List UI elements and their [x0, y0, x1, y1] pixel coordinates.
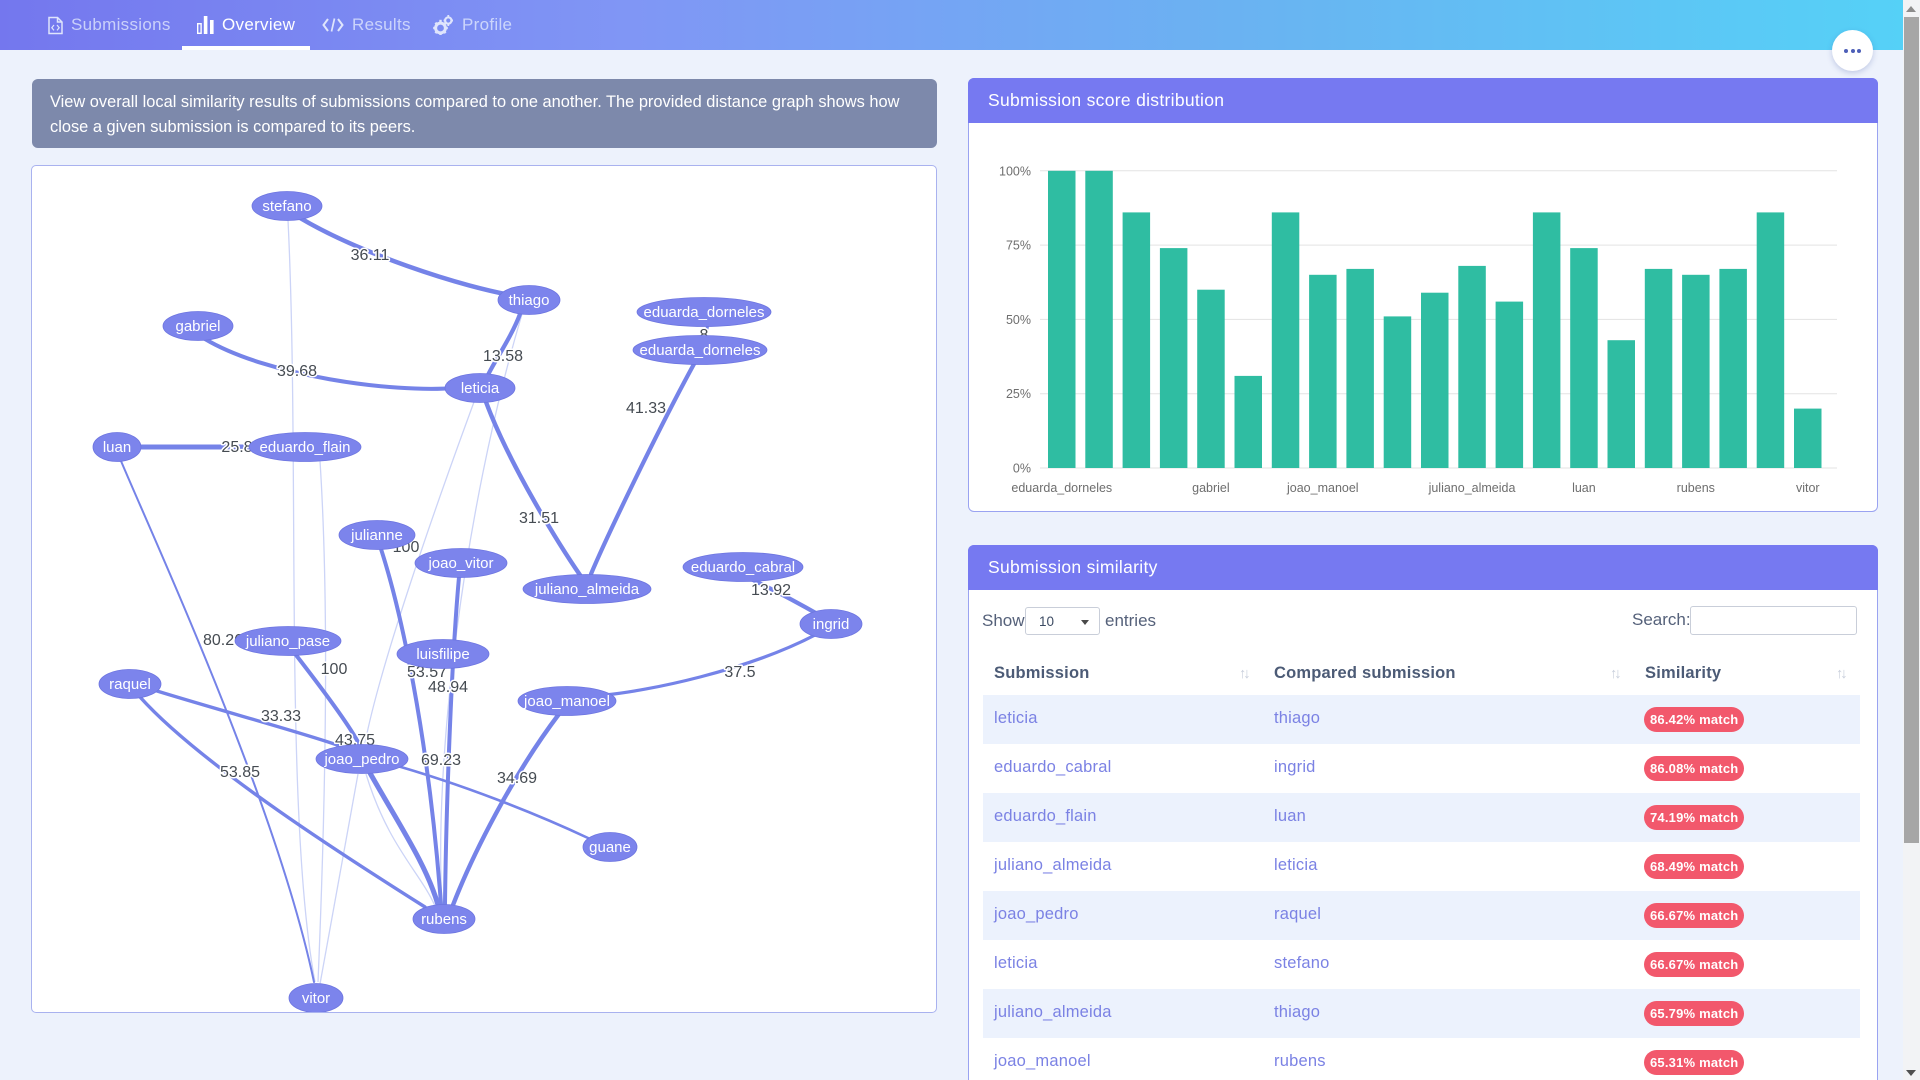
- svg-text:34.69: 34.69: [497, 770, 537, 787]
- svg-text:eduarda_dorneles: eduarda_dorneles: [640, 342, 761, 359]
- svg-text:69.23: 69.23: [421, 752, 461, 769]
- svg-text:julianne: julianne: [350, 527, 403, 544]
- svg-text:gabriel: gabriel: [175, 318, 220, 335]
- svg-text:eduarda_dorneles: eduarda_dorneles: [1011, 481, 1112, 495]
- svg-text:37.5: 37.5: [724, 664, 755, 681]
- svg-text:joao_pedro: joao_pedro: [323, 751, 399, 768]
- svg-text:vitor: vitor: [1796, 481, 1820, 495]
- svg-text:juliano_pase: juliano_pase: [245, 633, 330, 650]
- svg-text:juliano_almeida: juliano_almeida: [1428, 481, 1516, 495]
- svg-text:stefano: stefano: [262, 198, 311, 215]
- svg-text:vitor: vitor: [302, 990, 330, 1007]
- svg-text:13.58: 13.58: [483, 348, 523, 365]
- svg-text:guane: guane: [589, 839, 631, 856]
- svg-text:75%: 75%: [1006, 239, 1031, 253]
- svg-text:juliano_almeida: juliano_almeida: [534, 581, 640, 598]
- svg-text:0%: 0%: [1013, 462, 1031, 476]
- svg-text:13.92: 13.92: [751, 582, 791, 599]
- svg-text:48.94: 48.94: [428, 679, 468, 696]
- svg-text:luan: luan: [1572, 481, 1596, 495]
- svg-text:joao_vitor: joao_vitor: [427, 555, 493, 572]
- svg-text:rubens: rubens: [421, 911, 467, 928]
- svg-text:80.26: 80.26: [203, 632, 243, 649]
- svg-text:thiago: thiago: [509, 292, 550, 309]
- svg-text:eduarda_dorneles: eduarda_dorneles: [644, 304, 765, 321]
- svg-text:36.11: 36.11: [351, 247, 390, 264]
- svg-text:25.8: 25.8: [221, 439, 252, 456]
- svg-text:joao_manoel: joao_manoel: [1286, 481, 1359, 495]
- svg-text:ingrid: ingrid: [813, 616, 850, 633]
- svg-text:joao_manoel: joao_manoel: [523, 693, 610, 710]
- svg-text:53.85: 53.85: [220, 764, 260, 781]
- svg-text:31.51: 31.51: [519, 510, 559, 527]
- svg-text:41.33: 41.33: [626, 400, 666, 417]
- svg-text:33.33: 33.33: [261, 708, 301, 725]
- svg-text:luan: luan: [103, 439, 131, 456]
- svg-text:39.68: 39.68: [277, 363, 317, 380]
- svg-text:eduardo_cabral: eduardo_cabral: [691, 559, 795, 576]
- svg-text:raquel: raquel: [109, 676, 151, 693]
- svg-text:25%: 25%: [1006, 387, 1031, 401]
- svg-text:gabriel: gabriel: [1192, 481, 1230, 495]
- svg-text:100%: 100%: [999, 164, 1031, 178]
- svg-text:eduardo_flain: eduardo_flain: [260, 439, 351, 456]
- svg-text:leticia: leticia: [461, 380, 500, 397]
- svg-text:rubens: rubens: [1677, 481, 1715, 495]
- svg-text:luisfilipe: luisfilipe: [416, 646, 469, 663]
- svg-text:100: 100: [321, 661, 348, 678]
- svg-text:50%: 50%: [1006, 313, 1031, 327]
